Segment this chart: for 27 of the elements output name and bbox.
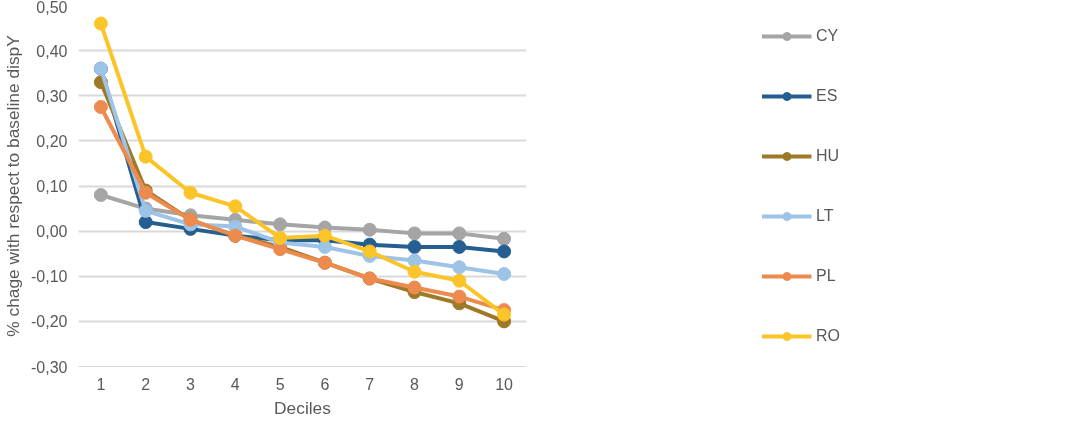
x-tick-label: 6 [320, 375, 330, 393]
legend-label: HU [816, 146, 840, 165]
x-tick-label: 3 [186, 375, 196, 393]
legend-label: ES [816, 86, 838, 105]
y-tick-label: 0,20 [36, 132, 68, 150]
y-tick-label: -0,30 [31, 358, 68, 376]
legend-label: PL [816, 266, 836, 285]
x-tick-label: 4 [230, 375, 240, 393]
y-tick-label: -0,20 [31, 313, 68, 331]
x-axis-title: Deciles [274, 397, 332, 418]
y-tick-label: 0,00 [36, 223, 68, 241]
legend-label: LT [816, 206, 835, 225]
y-tick-label: 0,50 [36, 0, 68, 16]
x-tick-label: 8 [410, 375, 420, 393]
legend-label: RO [816, 326, 840, 345]
x-tick-label: 9 [454, 375, 464, 393]
y-tick-label: 0,30 [36, 87, 68, 105]
y-axis-title: % chage with respect to baseline dispY [3, 34, 24, 337]
x-tick-label: 10 [495, 375, 514, 393]
y-tick-label: 0,10 [36, 178, 68, 195]
legend-label: CY [816, 26, 839, 45]
y-tick-label: 0,40 [36, 42, 68, 60]
y-tick-label: -0,10 [31, 268, 68, 286]
x-tick-label: 7 [365, 375, 375, 393]
x-tick-label: 5 [275, 375, 285, 393]
x-tick-label: 2 [141, 375, 151, 393]
x-tick-label: 1 [96, 375, 106, 393]
